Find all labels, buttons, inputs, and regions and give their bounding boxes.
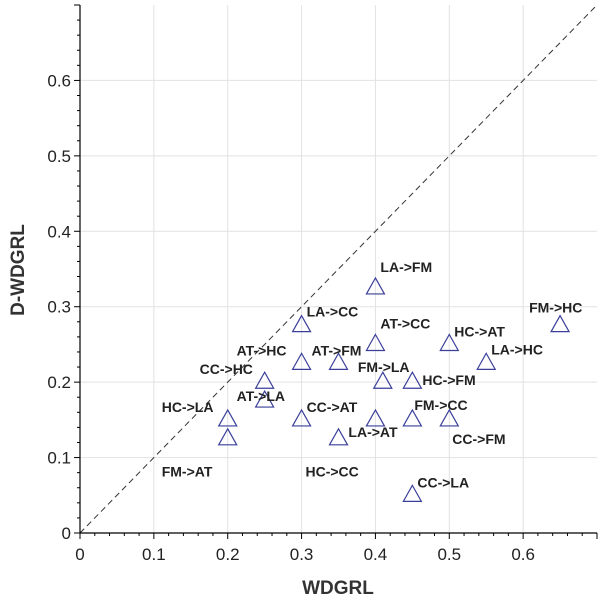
point-label: HC->FM xyxy=(422,372,475,388)
x-tick-label: 0.2 xyxy=(216,545,240,564)
y-tick-label: 0.4 xyxy=(47,222,71,241)
triangle-marker xyxy=(291,314,312,333)
point-label: LA->CC xyxy=(307,304,359,320)
point-label: CC->LA xyxy=(417,474,469,490)
point-label: FM->AT xyxy=(162,464,213,480)
y-tick-label: 0.1 xyxy=(47,449,71,468)
triangle-marker xyxy=(291,352,312,370)
point-label: LA->AT xyxy=(348,424,398,440)
y-tick-label: 0 xyxy=(62,524,71,543)
triangle-marker xyxy=(476,352,497,370)
triangle-marker xyxy=(402,484,423,502)
point-label: AT->HC xyxy=(237,342,287,358)
triangle-marker xyxy=(365,408,386,427)
triangle-marker xyxy=(402,408,423,427)
point-label: FM->CC xyxy=(414,397,467,413)
x-tick-label: 0 xyxy=(75,545,84,564)
tick-labels: 00 0.1 0.1 0.2 0.2 0.3 0.3 0.4 0.4 0.5 0.5 0.6 0.6 xyxy=(47,71,535,564)
point-labels: LA->FM LA->CC FM->HC AT->CC HC->AT AT->HC AT->… xyxy=(162,259,583,490)
point-label: AT->FM xyxy=(312,342,362,358)
x-tick-label: 0.6 xyxy=(511,545,535,564)
x-tick-label: 0.3 xyxy=(290,545,314,564)
point-label: CC->HC xyxy=(200,361,253,377)
point-label: HC->LA xyxy=(162,399,214,415)
y-tick-label: 0.5 xyxy=(47,147,71,166)
axes xyxy=(74,4,598,539)
point-label: CC->FM xyxy=(452,431,505,447)
grid xyxy=(80,5,597,533)
point-label: CC->AT xyxy=(307,399,358,415)
point-label: AT->LA xyxy=(237,388,285,404)
triangle-marker xyxy=(217,427,238,446)
triangle-marker xyxy=(365,333,386,352)
point-label: HC->AT xyxy=(454,323,505,339)
reference-line-layer xyxy=(79,4,598,534)
data-points xyxy=(217,276,571,502)
point-label: AT->CC xyxy=(380,315,430,331)
point-label: LA->HC xyxy=(491,341,543,357)
triangle-marker xyxy=(291,408,312,427)
triangle-marker xyxy=(439,333,460,352)
triangle-marker xyxy=(372,370,393,389)
x-tick-label: 0.5 xyxy=(437,545,461,564)
x-axis-title: WDGRL xyxy=(302,578,374,599)
x-tick-label: 0.1 xyxy=(142,545,166,564)
triangle-marker xyxy=(254,370,275,389)
y-tick-label: 0.2 xyxy=(47,373,71,392)
triangle-marker xyxy=(439,408,460,427)
triangle-marker xyxy=(254,389,275,408)
triangle-marker xyxy=(328,427,349,446)
triangle-marker xyxy=(402,370,423,389)
point-label: FM->LA xyxy=(358,359,410,375)
triangle-marker xyxy=(550,314,571,333)
point-label: FM->HC xyxy=(529,300,582,316)
reference-line xyxy=(79,4,598,534)
point-label: HC->CC xyxy=(306,464,359,480)
y-tick-label: 0.3 xyxy=(47,298,71,317)
triangle-marker xyxy=(217,408,238,427)
y-axis-title: D-WDGRL xyxy=(8,224,29,316)
point-label: LA->FM xyxy=(380,259,432,275)
x-tick-label: 0.4 xyxy=(364,545,388,564)
y-tick-label: 0.6 xyxy=(47,71,71,90)
triangle-marker xyxy=(328,352,349,370)
triangle-marker xyxy=(365,276,386,295)
